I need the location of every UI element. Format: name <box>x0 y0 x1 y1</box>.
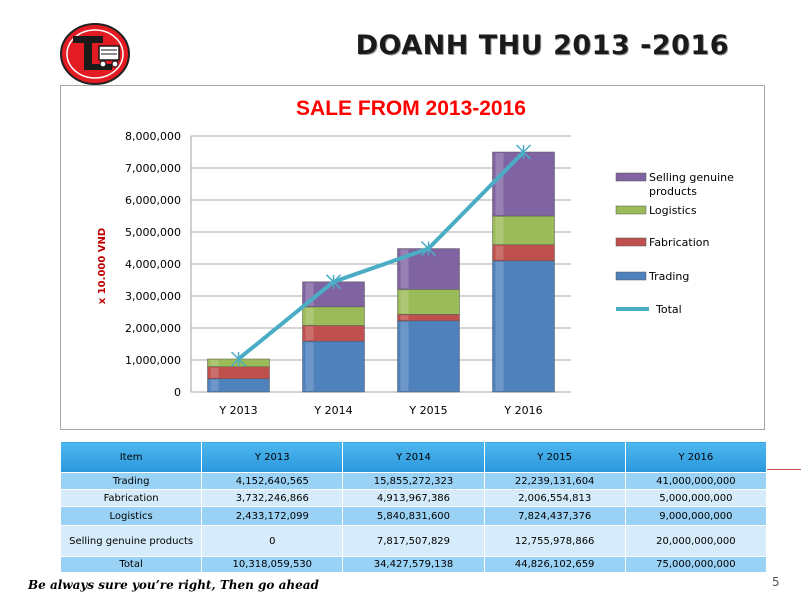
table-cell: 3,732,246,866 <box>201 489 344 507</box>
bar-highlight <box>495 153 504 215</box>
legend-label: Fabrication <box>649 236 710 249</box>
x-tick-label: Y 2013 <box>218 404 257 417</box>
legend-swatch-trading <box>615 271 647 281</box>
table-cell: Selling genuine products <box>59 525 203 557</box>
table-cell: 2,006,554,813 <box>483 489 626 507</box>
bar-highlight <box>400 315 409 320</box>
table-cell: 75,000,000,000 <box>624 556 768 573</box>
legend-swatch-fabrication <box>615 237 647 247</box>
table-cell: 22,239,131,604 <box>483 472 626 490</box>
table-cell: 10,318,059,530 <box>201 556 344 573</box>
y-tick-label: 1,000,000 <box>125 354 181 367</box>
bar-segment-logistics <box>492 215 555 246</box>
header-y2016: Y 2016 <box>624 441 768 473</box>
bar-highlight <box>210 367 219 378</box>
table-cell: 15,855,272,323 <box>342 472 485 490</box>
y-tick-label: 3,000,000 <box>125 290 181 303</box>
legend-label: Total <box>655 303 682 316</box>
bar-segment-trading <box>397 320 460 393</box>
bar-segment-selling-genuine-products <box>492 151 555 217</box>
y-tick-label: 7,000,000 <box>125 162 181 175</box>
table-cell: 2,433,172,099 <box>201 506 344 526</box>
table-cell: 4,152,640,565 <box>201 472 344 490</box>
table-cell: 20,000,000,000 <box>624 525 768 557</box>
y-tick-label: 6,000,000 <box>125 194 181 207</box>
y-tick-label: 2,000,000 <box>125 322 181 335</box>
table-cell: Fabrication <box>59 489 203 507</box>
table-cell: 12,755,978,866 <box>483 525 626 557</box>
company-logo-icon <box>60 23 130 85</box>
chart-frame: SALE FROM 2013-2016 x 10.000 VND 0 1,000,… <box>60 85 765 430</box>
table-cell: Logistics <box>59 506 203 526</box>
bar-highlight <box>305 342 314 391</box>
bar-highlight <box>305 326 314 341</box>
table-cell: Total <box>59 556 203 573</box>
bar-highlight <box>210 359 219 366</box>
decorative-rule <box>767 469 801 470</box>
table-row: Trading 4,152,640,565 15,855,272,323 22,… <box>59 472 768 490</box>
header-y2014: Y 2014 <box>342 441 485 473</box>
bar-highlight <box>210 379 219 391</box>
page-number: 5 <box>772 575 780 589</box>
bar-highlight <box>305 307 314 325</box>
x-tick-label: Y 2014 <box>313 404 352 417</box>
revenue-table: Item Y 2013 Y 2014 Y 2015 Y 2016 Trading… <box>59 441 768 573</box>
slide-title: DOANH THU 2013 -2016 <box>355 30 729 61</box>
y-tick-label: 0 <box>174 386 181 399</box>
x-tick-label: Y 2015 <box>408 404 447 417</box>
y-axis-label: x 10.000 VND <box>97 228 108 304</box>
x-tick-label: Y 2016 <box>503 404 542 417</box>
legend-label: Logistics <box>649 204 697 217</box>
table-cell: 9,000,000,000 <box>624 506 768 526</box>
bar-highlight <box>495 261 504 391</box>
table-cell: 41,000,000,000 <box>624 472 768 490</box>
bar-highlight <box>495 217 504 244</box>
legend-swatch-logistics <box>615 205 647 215</box>
y-tick-label: 8,000,000 <box>125 130 181 143</box>
legend-label: Selling genuine products <box>649 171 734 198</box>
table-cell: 4,913,967,386 <box>342 489 485 507</box>
legend-swatch-selling-genuine-products <box>615 172 647 182</box>
chart-title: SALE FROM 2013-2016 <box>296 97 526 120</box>
table-cell: 44,826,102,659 <box>483 556 626 573</box>
header-y2013: Y 2013 <box>201 441 344 473</box>
bar-highlight <box>400 249 409 289</box>
total-line <box>237 150 525 361</box>
sales-chart: SALE FROM 2013-2016 x 10.000 VND 0 1,000,… <box>97 97 734 417</box>
table-row: Selling genuine products 0 7,817,507,829… <box>59 525 768 557</box>
y-tick-label: 4,000,000 <box>125 258 181 271</box>
table-row: Total 10,318,059,530 34,427,579,138 44,8… <box>59 556 768 573</box>
tagline: Be always sure you’re right, Then go ahe… <box>28 578 319 592</box>
table-row: Fabrication 3,732,246,866 4,913,967,386 … <box>59 489 768 507</box>
bar-segment-trading <box>492 260 555 393</box>
table-cell: 34,427,579,138 <box>342 556 485 573</box>
table-header-row: Item Y 2013 Y 2014 Y 2015 Y 2016 <box>59 441 768 473</box>
table-row: Logistics 2,433,172,099 5,840,831,600 7,… <box>59 506 768 526</box>
bar-highlight <box>495 245 504 260</box>
total-point-marker <box>420 241 437 257</box>
bar-highlight <box>400 321 409 391</box>
total-point-marker <box>230 351 247 367</box>
table-cell: 0 <box>201 525 344 557</box>
table-cell: 5,840,831,600 <box>342 506 485 526</box>
total-point-marker <box>515 144 532 160</box>
table-cell: 7,824,437,376 <box>483 506 626 526</box>
bar-highlight <box>400 290 409 314</box>
header-item: Item <box>59 441 203 473</box>
y-tick-label: 5,000,000 <box>125 226 181 239</box>
bar-segment-logistics <box>397 289 460 315</box>
table-cell: 5,000,000,000 <box>624 489 768 507</box>
table-cell: Trading <box>59 472 203 490</box>
total-point-marker <box>325 274 342 290</box>
bar-highlight <box>305 282 314 306</box>
table-cell: 7,817,507,829 <box>342 525 485 557</box>
legend-label: Trading <box>648 270 689 283</box>
header-y2015: Y 2015 <box>483 441 626 473</box>
